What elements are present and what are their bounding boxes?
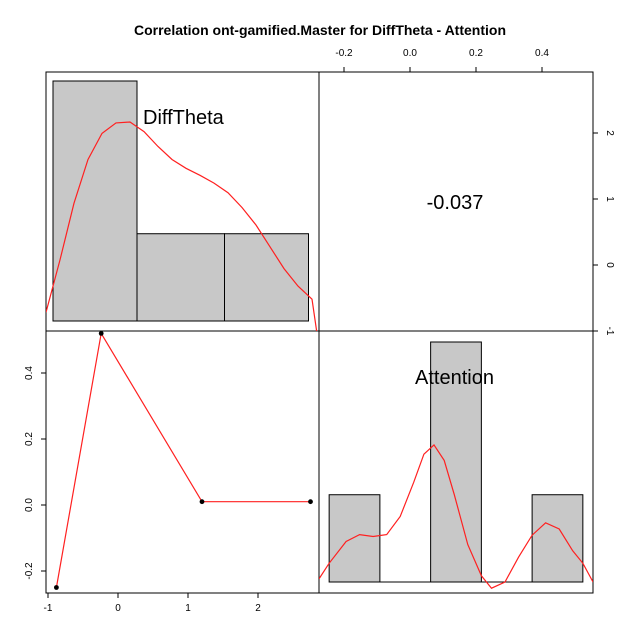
left-axis-tick-label: 0.2 — [24, 432, 35, 446]
top-axis-tick-label: -0.2 — [335, 48, 353, 59]
histogram-bar-attention — [328, 494, 381, 583]
right-axis-tick-label: 0 — [604, 262, 615, 268]
panel-bottom-right — [318, 330, 594, 594]
bottom-axis-tick-label: -1 — [44, 603, 53, 614]
diagonal-label-difftheta: DiffTheta — [143, 107, 225, 129]
left-axis-tick-label: -0.2 — [24, 562, 35, 580]
histogram-bar-attention — [430, 341, 482, 583]
chart-title: Correlation ont-gamified.Master for Diff… — [134, 22, 506, 38]
density-curve-difftheta — [46, 121, 318, 331]
right-axis-tick-label: 2 — [604, 130, 615, 136]
top-axis-tick-label: 0.2 — [469, 48, 483, 59]
histogram-bar-attention — [531, 494, 584, 583]
scatter-line-fit — [55, 331, 311, 588]
bottom-axis-tick-label: 1 — [185, 603, 191, 614]
density-curve-attention — [319, 443, 593, 589]
correlation-value: -0.037 — [427, 192, 484, 214]
scatter-point — [98, 331, 104, 336]
left-axis-tick-label: 0.0 — [24, 498, 35, 512]
top-axis-tick-label: 0.4 — [535, 48, 549, 59]
right-axis-tick-label: 1 — [604, 196, 615, 202]
histogram-bar-difftheta — [52, 80, 138, 322]
left-axis-tick-label: 0.4 — [24, 366, 35, 380]
bottom-axis-tick-label: 2 — [255, 603, 261, 614]
right-axis-tick-label: -1 — [604, 327, 615, 336]
histogram-bar-difftheta — [224, 233, 309, 322]
top-axis-tick-label: 0.0 — [403, 48, 417, 59]
scatter-point — [54, 585, 59, 590]
chart-marks: -0.2 0.0 0.2 0.4 -1 0 1 2 -1 0 1 2 -0.2 0.0 0.2 0.4 — [24, 48, 615, 614]
diagonal-label-attention: Attention — [415, 367, 494, 389]
bottom-axis-tick-label: 0 — [115, 603, 121, 614]
panel-bottom-left — [45, 330, 320, 594]
scatter-point — [308, 499, 313, 505]
histogram-bar-difftheta — [136, 233, 225, 322]
scatter-point — [199, 499, 205, 505]
